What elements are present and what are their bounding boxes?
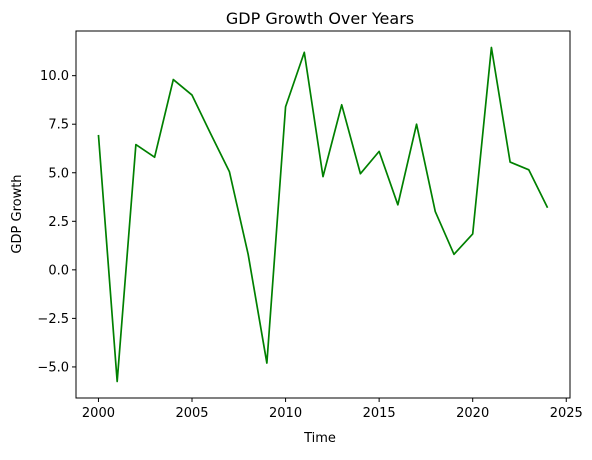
y-tick-label: −5.0 bbox=[37, 360, 69, 375]
y-tick-label: 5.0 bbox=[48, 166, 69, 181]
x-tick-label: 2005 bbox=[175, 406, 208, 421]
chart-title: GDP Growth Over Years bbox=[226, 9, 414, 28]
x-tick-label: 2020 bbox=[456, 406, 489, 421]
y-tick-label: −2.5 bbox=[37, 312, 69, 327]
y-tick-label: 0.0 bbox=[48, 263, 69, 278]
x-tick-label: 2000 bbox=[82, 406, 115, 421]
x-tick-label: 2025 bbox=[550, 406, 583, 421]
y-axis: −5.0 −2.5 0.0 2.5 5.0 7.5 10.0 bbox=[37, 69, 76, 375]
y-tick-label: 7.5 bbox=[48, 118, 69, 133]
x-tick-label: 2010 bbox=[269, 406, 302, 421]
x-axis: 2000 2005 2010 2015 2020 2025 bbox=[82, 398, 583, 421]
y-axis-label: GDP Growth bbox=[10, 174, 25, 253]
x-tick-label: 2015 bbox=[363, 406, 396, 421]
plot-area-frame bbox=[75, 30, 571, 399]
series-line bbox=[97, 46, 549, 383]
y-tick-label: 10.0 bbox=[40, 69, 69, 84]
series-line-group bbox=[97, 46, 549, 383]
x-axis-label: Time bbox=[303, 431, 336, 446]
y-tick-label: 2.5 bbox=[48, 215, 69, 230]
